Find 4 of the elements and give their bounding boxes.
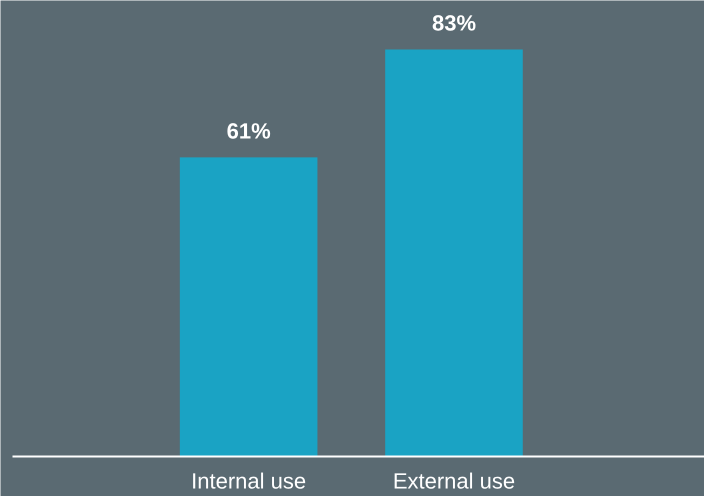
data-label: 83% [432, 10, 476, 36]
x-tick-label: Internal use [191, 468, 306, 494]
data-label: 61% [226, 118, 271, 144]
x-tick-label: External use [392, 468, 516, 494]
